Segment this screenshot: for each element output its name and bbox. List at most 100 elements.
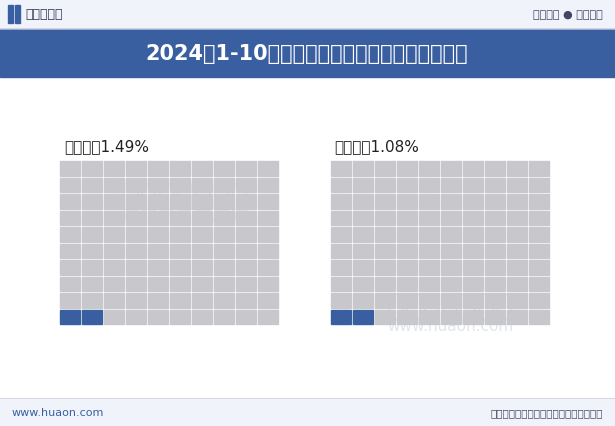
Bar [353,277,373,291]
Bar [462,310,483,324]
Text: www.huaon.com: www.huaon.com [12,407,105,417]
Bar [104,211,124,225]
Bar [331,310,351,324]
Bar [331,244,351,259]
Bar [258,227,278,242]
Bar [214,211,234,225]
Bar [353,211,373,225]
Bar [126,260,146,275]
Bar [192,161,212,176]
Text: 专业严谨 ● 客观科学: 专业严谨 ● 客观科学 [533,10,603,20]
Bar [82,195,102,209]
Bar [82,178,102,193]
Bar [529,195,549,209]
Bar [441,211,461,225]
Bar [258,310,278,324]
Bar [462,195,483,209]
Bar [507,211,526,225]
Bar [529,260,549,275]
Bar [375,211,395,225]
Bar [236,227,256,242]
Bar [419,260,438,275]
Bar [126,195,146,209]
Bar [331,195,351,209]
Bar [192,227,212,242]
Bar [507,178,526,193]
Bar [529,178,549,193]
Bar [397,277,417,291]
Bar [419,294,438,308]
Bar [397,260,417,275]
Bar [441,260,461,275]
Bar [375,161,395,176]
Bar [258,178,278,193]
Bar [126,277,146,291]
Bar [375,310,395,324]
Bar [60,277,80,291]
Bar [485,211,505,225]
Bar [353,260,373,275]
Text: 2024年1-10月甘肃福彩及体彩销售额占全国比重: 2024年1-10月甘肃福彩及体彩销售额占全国比重 [146,44,468,64]
Bar [126,294,146,308]
Bar [258,211,278,225]
Bar [419,244,438,259]
Bar [485,310,505,324]
Bar [214,178,234,193]
Bar [441,195,461,209]
Bar [419,310,438,324]
Bar [258,294,278,308]
Bar [104,310,124,324]
Bar [148,260,168,275]
Text: www.huaon.com: www.huaon.com [122,209,248,224]
Bar [170,294,190,308]
Bar [529,227,549,242]
Bar [419,211,438,225]
Bar [236,260,256,275]
Bar [441,294,461,308]
Bar [0,30,615,78]
Bar [214,277,234,291]
Bar [529,161,549,176]
Bar [104,294,124,308]
Bar [507,310,526,324]
Bar [397,211,417,225]
Bar [82,227,102,242]
Bar [236,244,256,259]
Bar [236,294,256,308]
Bar [104,227,124,242]
Bar [375,195,395,209]
Bar [192,195,212,209]
Bar [170,244,190,259]
Bar [353,244,373,259]
Bar [214,161,234,176]
Bar [60,294,80,308]
Bar [126,178,146,193]
Bar [60,161,80,176]
Bar [104,178,124,193]
Bar [60,244,80,259]
Bar [441,178,461,193]
Bar [375,244,395,259]
Bar [0,398,615,426]
Bar [8,6,13,24]
Text: 福利彩票1.49%: 福利彩票1.49% [64,139,149,154]
Bar [507,195,526,209]
Bar [60,178,80,193]
Bar [82,310,102,324]
Bar [353,294,373,308]
Bar [148,211,168,225]
Bar [441,244,461,259]
Bar [485,277,505,291]
Bar [214,195,234,209]
Bar [375,260,395,275]
Bar [397,227,417,242]
Bar [126,310,146,324]
Bar [485,260,505,275]
Bar [82,244,102,259]
Bar [331,161,351,176]
Bar [192,178,212,193]
Bar [375,294,395,308]
Bar [104,161,124,176]
Bar [82,161,102,176]
Bar [148,161,168,176]
